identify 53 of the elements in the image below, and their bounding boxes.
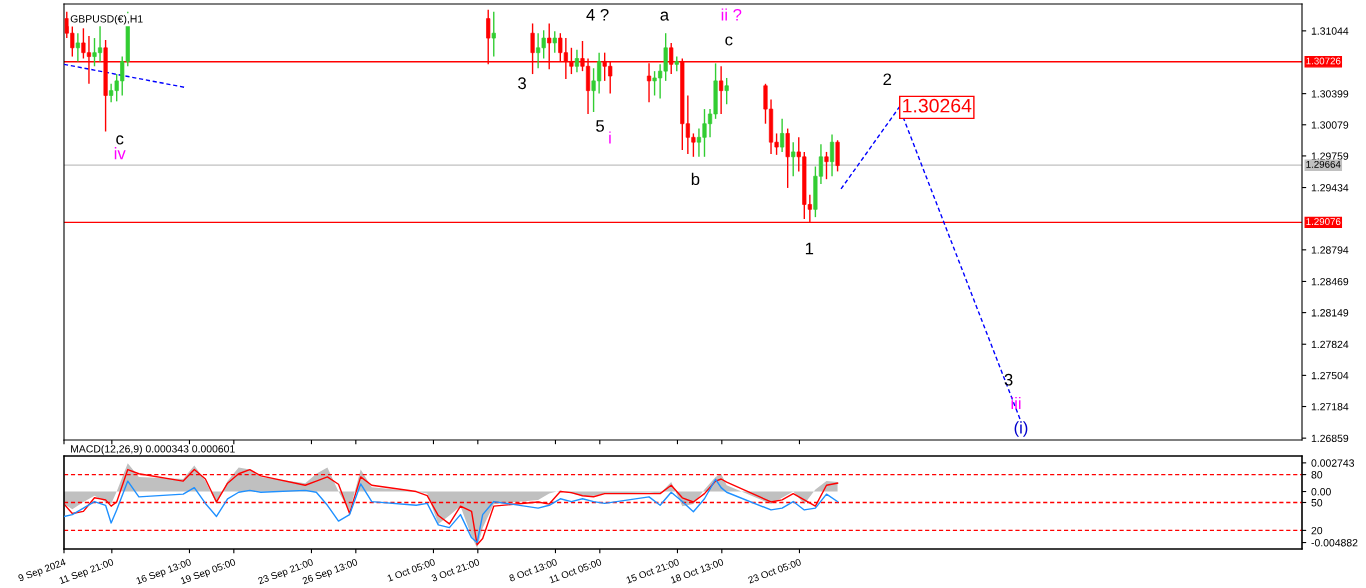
candlestick [785,127,790,189]
ref-line-label: 1.29076 [1306,218,1341,225]
y-tick-label: 1.28469 [1311,277,1349,286]
annotation: 3 [1004,373,1013,386]
y-tick-label: 1.29759 [1311,152,1349,160]
text: GBPUSD(€),H1 [70,14,143,25]
annotation: 1.30264 [903,98,972,113]
y-tick-label: 0.00 [1311,488,1331,496]
y-tick-label: 1.27184 [1311,403,1349,411]
annotation: iii [1011,396,1021,409]
ref-line-label: 1.30726 [1306,57,1341,65]
y-tick-label: 1.30399 [1311,90,1349,98]
y2-tick-label: 50 [1311,499,1323,507]
annotation: ii ? [721,8,742,21]
candlestick [791,141,796,177]
annotation: 4 ? [586,8,609,21]
annotation: i [609,131,611,144]
candlestick [75,32,80,63]
ref-line-label: 1.29664 [1306,160,1341,168]
annotation: iv [114,147,126,160]
y2-tick-label: 80 [1311,471,1323,479]
annotation: c [116,135,124,145]
annotation: c [725,36,733,46]
y-tick-label: -0.004882 [1311,539,1358,547]
y-tick-label: 1.31044 [1311,27,1349,35]
y2-tick-label: 20 [1311,526,1323,535]
candlestick [552,30,557,54]
line-series [64,478,839,544]
chart-title: MACD(12,26,9) 0.000343 0.000601 [71,444,235,455]
candlestick [719,65,724,115]
annotation: 2 [883,73,892,86]
y-tick-label: 1.30079 [1311,121,1349,129]
annotation: 5 [596,120,604,132]
y-tick-label: 1.27824 [1311,340,1349,349]
annotation: (i) [1014,421,1028,437]
candlestick [574,49,580,73]
y-tick-label: 1.26859 [1311,434,1349,443]
y-tick-label: 1.29434 [1311,184,1349,192]
x-tick-label: 23 Oct 05:00 [747,558,802,584]
candlestick [724,77,729,105]
candlestick [824,151,829,180]
annotation: b [691,172,700,186]
annotation: 3 [518,77,526,90]
y-tick-label: 1.28149 [1311,309,1349,317]
annotation: a [660,11,670,21]
candlestick [491,11,496,58]
annotation: 1 [805,242,814,255]
y-tick-label: 1.28794 [1311,246,1349,254]
candlestick [780,118,785,153]
y-tick-label: 1.27504 [1311,371,1349,380]
y-tick-label: 0.002743 [1311,459,1355,467]
candlestick [829,133,835,177]
candlestick [835,139,840,173]
